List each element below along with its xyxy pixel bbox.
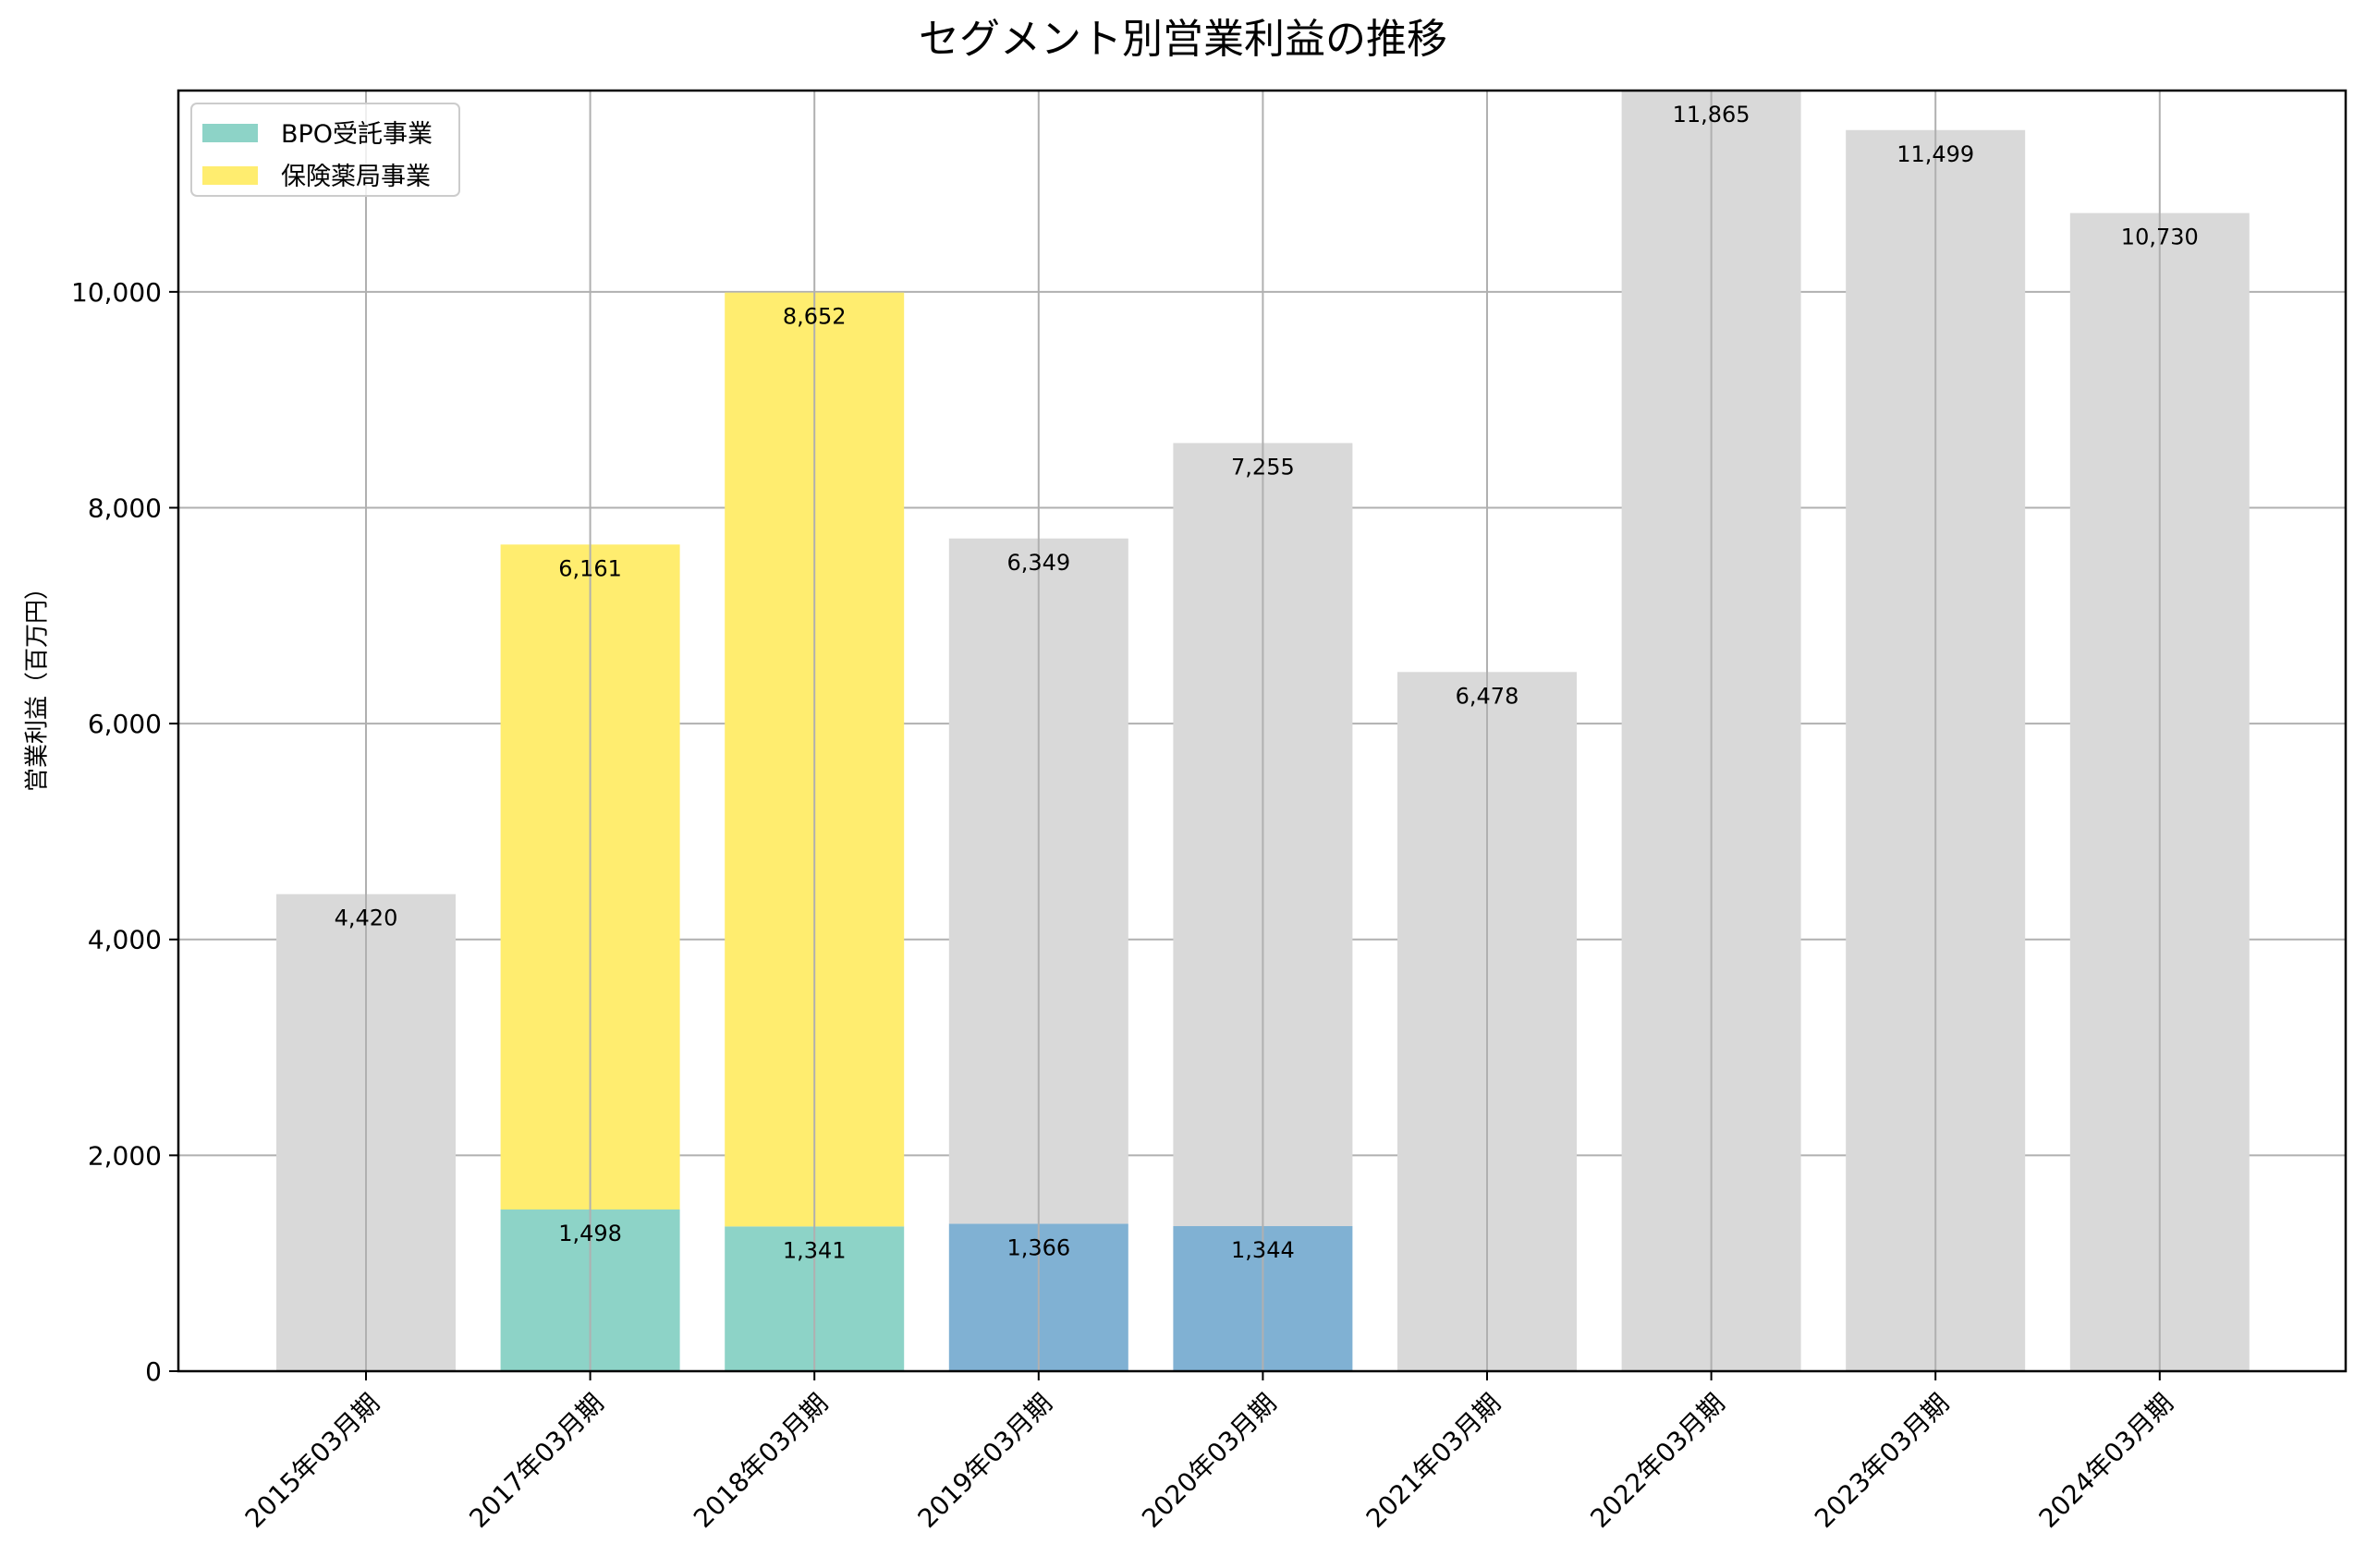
x-tick-label: 2017年03月期 — [463, 1388, 609, 1534]
bar-value-label: 11,865 — [1673, 102, 1750, 128]
x-tick-label: 2020年03月期 — [1136, 1388, 1282, 1534]
x-tick-label: 2018年03月期 — [688, 1388, 834, 1534]
x-axis: 2015年03月期 2017年03月期 2018年03月期 2019年03月期 2020… — [239, 1371, 2179, 1534]
legend-box — [190, 103, 460, 197]
y-tick-label: 10,000 — [71, 277, 162, 308]
x-tick-label: 2023年03月期 — [1809, 1388, 1955, 1534]
legend-swatch — [202, 166, 258, 185]
bar-value-label: 1,344 — [1231, 1237, 1295, 1263]
bar-value-label: 6,349 — [1006, 550, 1070, 576]
x-tick-label: 2024年03月期 — [2033, 1388, 2179, 1534]
bar-value-label: 4,420 — [335, 906, 398, 931]
legend-label: 保険薬局事業 — [281, 163, 431, 191]
bar-value-label: 11,499 — [1896, 141, 1974, 167]
bar-value-label: 10,730 — [2121, 225, 2199, 250]
x-tick-label: 2021年03月期 — [1360, 1388, 1506, 1534]
chart-title: セグメント別営業利益の推移 — [919, 16, 1447, 63]
x-tick-label: 2022年03月期 — [1584, 1388, 1730, 1534]
x-tick-label: 2019年03月期 — [912, 1388, 1058, 1534]
bar-value-label: 1,341 — [783, 1237, 847, 1263]
y-tick-label: 8,000 — [88, 492, 162, 523]
legend-swatch — [202, 124, 258, 142]
vertical-grid-lines — [365, 91, 2161, 1371]
legend-label: BPO受託事業 — [281, 120, 433, 149]
bar-value-label: 6,478 — [1456, 683, 1519, 709]
bar-value-label: 1,366 — [1006, 1234, 1070, 1260]
y-tick-label: 2,000 — [88, 1140, 162, 1171]
y-tick-label: 6,000 — [88, 709, 162, 739]
bar-value-label: 7,255 — [1231, 455, 1295, 480]
y-axis: 0 2,000 4,000 6,000 8,000 10,000 — [71, 277, 178, 1387]
bar-value-labels: 4,420 1,498 6,161 1,341 8,652 1,366 6,349 1,344… — [335, 102, 2199, 1263]
x-tick-label: 2015年03月期 — [239, 1388, 385, 1534]
bar-value-label: 8,652 — [783, 304, 847, 330]
bar-value-label: 6,161 — [558, 555, 622, 581]
bar-value-label: 1,498 — [558, 1221, 622, 1246]
y-tick-label: 4,000 — [88, 925, 162, 955]
y-tick-label: 0 — [145, 1356, 162, 1387]
